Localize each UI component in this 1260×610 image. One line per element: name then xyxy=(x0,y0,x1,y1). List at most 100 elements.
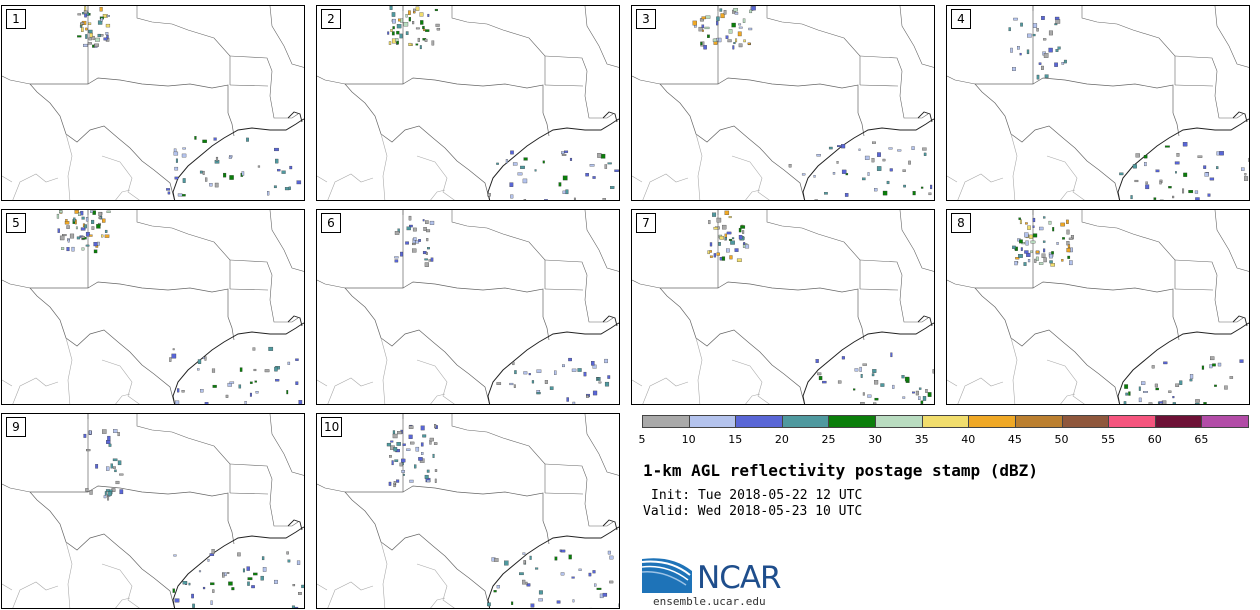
reflectivity-cell xyxy=(505,159,508,164)
reflectivity-cell xyxy=(862,392,865,396)
reflectivity-cell xyxy=(496,585,500,589)
reflectivity-cell xyxy=(412,227,417,232)
reflectivity-cell xyxy=(286,551,289,555)
reflectivity-cell xyxy=(588,572,592,577)
reflectivity-cell xyxy=(511,601,514,605)
reflectivity-cell xyxy=(561,151,565,155)
reflectivity-cell xyxy=(83,43,88,47)
reflectivity-cell xyxy=(93,242,98,247)
reflectivity-cell xyxy=(1013,17,1018,21)
reflectivity-cell xyxy=(291,605,295,608)
reflectivity-cell xyxy=(709,242,713,247)
reflectivity-cell xyxy=(738,26,743,29)
reflectivity-cell xyxy=(298,400,303,404)
valid-time: Valid: Wed 2018-05-23 10 UTC xyxy=(643,504,863,519)
reflectivity-cell xyxy=(399,33,403,39)
map-panel-9: 9 xyxy=(1,413,305,609)
reflectivity-cell xyxy=(425,252,428,255)
reflectivity-cell xyxy=(509,182,514,187)
boundary-line xyxy=(802,322,934,404)
colorbar-swatch xyxy=(1014,415,1063,428)
reflectivity-cell xyxy=(828,146,833,150)
boundary-line xyxy=(947,175,958,183)
boundary-line xyxy=(544,288,584,291)
reflectivity-cell xyxy=(76,236,81,240)
boundary-line xyxy=(87,210,231,289)
reflectivity-cell xyxy=(423,28,426,32)
reflectivity-cell xyxy=(1017,46,1020,50)
reflectivity-colorbar xyxy=(642,415,1249,429)
boundary-line xyxy=(101,155,140,200)
reflectivity-cell xyxy=(702,29,704,32)
reflectivity-cell xyxy=(273,185,277,189)
reflectivity-cell xyxy=(1239,359,1244,363)
reflectivity-cell xyxy=(204,402,209,404)
colorbar-swatch xyxy=(1154,415,1203,428)
reflectivity-cell xyxy=(1172,195,1175,199)
reflectivity-cell xyxy=(1216,151,1220,156)
reflectivity-cell xyxy=(88,37,92,41)
reflectivity-cell xyxy=(1027,259,1031,263)
boundary-line xyxy=(584,6,619,68)
logo-wordmark: NCAR xyxy=(697,560,782,596)
reflectivity-cell xyxy=(247,581,250,586)
reflectivity-cell xyxy=(496,162,499,165)
reflectivity-cell xyxy=(74,219,77,225)
reflectivity-cell xyxy=(1008,27,1011,32)
reflectivity-cell xyxy=(101,234,104,238)
boundary-line xyxy=(12,173,59,200)
reflectivity-cell xyxy=(586,395,589,398)
reflectivity-cell xyxy=(408,42,412,46)
boundary-line xyxy=(974,6,1120,200)
reflectivity-cell xyxy=(918,387,922,390)
reflectivity-cell xyxy=(288,186,291,190)
reflectivity-cell xyxy=(732,45,735,50)
reflectivity-cell xyxy=(394,256,399,259)
boundary-line xyxy=(1174,84,1214,87)
reflectivity-cell xyxy=(417,37,420,42)
reflectivity-cell xyxy=(227,572,230,574)
reflectivity-cell xyxy=(286,390,289,395)
boundary-line xyxy=(859,288,899,291)
reflectivity-cell xyxy=(253,572,258,576)
colorbar-swatch xyxy=(781,415,830,428)
reflectivity-cell xyxy=(908,160,911,165)
reflectivity-cell xyxy=(871,158,875,163)
reflectivity-cell xyxy=(572,401,576,404)
reflectivity-cell xyxy=(597,153,602,158)
boundary-line xyxy=(487,322,619,404)
reflectivity-cell xyxy=(415,446,420,452)
reflectivity-cell xyxy=(860,402,865,404)
reflectivity-cell xyxy=(1034,258,1037,263)
reflectivity-cell xyxy=(513,384,516,388)
boundary-line xyxy=(717,6,861,85)
reflectivity-cell xyxy=(609,580,614,584)
reflectivity-cell xyxy=(604,358,608,364)
reflectivity-cell xyxy=(295,358,299,361)
reflectivity-cell xyxy=(425,220,429,224)
boundary-line xyxy=(344,414,490,608)
boundary-line xyxy=(717,281,865,341)
boundary-line xyxy=(2,75,31,85)
reflectivity-cell xyxy=(571,368,577,372)
reflectivity-cell xyxy=(1151,365,1155,369)
colorbar-swatch xyxy=(828,415,877,428)
reflectivity-cell xyxy=(225,394,229,398)
reflectivity-cell xyxy=(747,42,751,45)
reflectivity-cell xyxy=(925,389,928,393)
reflectivity-cell xyxy=(98,216,102,219)
reflectivity-cell xyxy=(514,370,517,375)
reflectivity-cell xyxy=(815,359,819,363)
boundary-line xyxy=(1232,111,1248,123)
reflectivity-cell xyxy=(173,151,179,156)
reflectivity-cell xyxy=(231,587,235,591)
reflectivity-cell xyxy=(510,150,514,155)
reflectivity-cell xyxy=(424,258,428,261)
reflectivity-cell xyxy=(396,24,402,29)
boundary-line xyxy=(947,379,958,387)
reflectivity-cell xyxy=(709,250,712,253)
reflectivity-cell xyxy=(609,555,614,560)
reflectivity-cell xyxy=(1159,199,1164,200)
reflectivity-cell xyxy=(573,197,576,200)
reflectivity-cell xyxy=(409,224,413,228)
